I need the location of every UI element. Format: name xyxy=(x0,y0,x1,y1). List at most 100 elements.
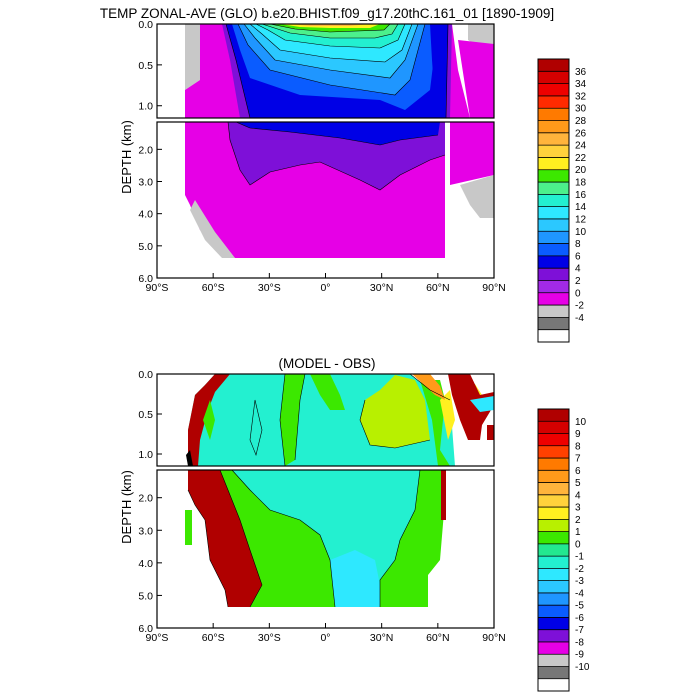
colorbar-swatch xyxy=(538,507,569,520)
colorbar-swatch xyxy=(538,592,569,606)
colorbar-label: 18 xyxy=(575,178,587,189)
colorbar-swatch xyxy=(538,145,569,158)
x-tick-label: 60°S xyxy=(202,632,225,644)
x-tick-label: 90°S xyxy=(146,632,169,644)
colorbar-label: 4 xyxy=(575,264,581,275)
panel-2-ylabel: DEPTH (km) xyxy=(119,470,134,544)
colorbar-label: -3 xyxy=(575,576,584,587)
colorbar-swatch xyxy=(538,255,569,269)
colorbar-label: 26 xyxy=(575,128,587,139)
colorbar-label: 9 xyxy=(575,429,581,440)
colorbar-label: 3 xyxy=(575,503,581,514)
colorbar-label: 0 xyxy=(575,539,581,550)
colorbar-label: 24 xyxy=(575,141,587,152)
colorbar-label: -9 xyxy=(575,650,584,661)
colorbar-label: 5 xyxy=(575,478,581,489)
colorbar-swatch xyxy=(538,433,569,447)
colorbar-label: 2 xyxy=(575,515,581,526)
x-tick-label: 30°S xyxy=(258,282,281,294)
colorbar-swatch xyxy=(538,120,569,134)
x-tick-label: 60°N xyxy=(426,282,449,294)
colorbar-swatch xyxy=(538,678,569,692)
colorbar-label: 12 xyxy=(575,214,587,225)
colorbar-swatch xyxy=(538,108,569,121)
colorbar-frame xyxy=(537,408,570,692)
panel-1-y-ticks: 0.0 0.5 1.0 2.0 3.0 4.0 5.0 6.0 xyxy=(138,19,162,285)
y-tick-label: 4.0 xyxy=(138,558,153,570)
x-tick-label: 90°N xyxy=(482,282,505,294)
colorbar-swatch xyxy=(538,494,569,508)
panel-2-upper-frame xyxy=(156,373,495,467)
colorbar-label: -5 xyxy=(575,601,584,612)
colorbar-label: -6 xyxy=(575,613,584,624)
panel-1-upper-field xyxy=(157,24,494,118)
colorbar-swatch xyxy=(538,617,569,631)
colorbar-label: -7 xyxy=(575,625,584,636)
x-tick-label: 30°N xyxy=(370,282,393,294)
y-tick-label: 0.0 xyxy=(138,19,153,31)
colorbar-label: 2 xyxy=(575,276,581,287)
colorbar-label: -8 xyxy=(575,637,584,648)
y-tick-label: 2.0 xyxy=(138,493,153,505)
colorbar-swatch xyxy=(538,231,569,244)
colorbar-swatch xyxy=(538,605,569,618)
colorbar-swatch xyxy=(538,132,569,146)
colorbar-swatch xyxy=(538,666,569,680)
colorbar-label: 10 xyxy=(575,227,587,238)
colorbar-label: 28 xyxy=(575,116,587,127)
x-tick-label: 90°N xyxy=(482,632,505,644)
colorbar-label: -2 xyxy=(575,564,584,575)
colorbar-swatch xyxy=(538,206,569,220)
colorbar-label: -4 xyxy=(575,588,584,599)
colorbar-label: -2 xyxy=(575,301,584,312)
colorbar-swatch xyxy=(538,243,569,257)
panel-2-upper-field xyxy=(157,374,494,466)
panel-1-x-ticks: 90°S 60°S 30°S 0° 30°N 60°N 90°N xyxy=(146,273,506,294)
colorbar-swatch xyxy=(538,317,569,331)
y-tick-label: 6.0 xyxy=(138,273,153,285)
colorbar-swatch xyxy=(538,519,569,533)
colorbar-label: 8 xyxy=(575,239,581,250)
y-tick-label: 0.0 xyxy=(138,369,153,381)
x-tick-label: 30°S xyxy=(258,632,281,644)
colorbar-swatch xyxy=(538,157,569,171)
panel-2-lower-field xyxy=(157,470,494,628)
colorbar-label: 4 xyxy=(575,490,581,501)
y-tick-label: 1.0 xyxy=(138,101,153,113)
colorbar-label: 8 xyxy=(575,441,581,452)
colorbar-swatch xyxy=(538,543,569,557)
colorbar-swatch xyxy=(538,409,569,422)
colorbar-label: -10 xyxy=(575,662,590,673)
colorbar-swatch xyxy=(538,470,569,483)
colorbar-swatch xyxy=(538,280,569,294)
colorbar-label: -4 xyxy=(575,313,584,324)
colorbar-label: 22 xyxy=(575,153,587,164)
colorbar-swatch xyxy=(538,641,569,655)
colorbar-swatch xyxy=(538,531,569,545)
panel-1-lower-field xyxy=(157,122,494,278)
colorbar-swatch xyxy=(538,71,569,85)
colorbar-label: 32 xyxy=(575,91,587,102)
colorbar-label: 30 xyxy=(575,104,587,115)
colorbar-label: 20 xyxy=(575,165,587,176)
y-tick-label: 5.0 xyxy=(138,241,153,253)
colorbar-swatch xyxy=(538,458,569,471)
panel-difference: (MODEL - OBS) xyxy=(119,356,590,692)
colorbar-swatch xyxy=(538,182,569,195)
colorbar-label: 34 xyxy=(575,79,587,90)
colorbar-label: 6 xyxy=(575,466,581,477)
colorbar-label: 10 xyxy=(575,417,587,428)
panel-2-y-ticks: 0.0 0.5 1.0 2.0 3.0 4.0 5.0 6.0 xyxy=(138,369,162,635)
colorbar-swatch xyxy=(538,83,569,97)
y-tick-label: 6.0 xyxy=(138,623,153,635)
colorbar-label: 6 xyxy=(575,251,581,262)
y-tick-label: 0.5 xyxy=(138,60,153,72)
panel-1-ylabel: DEPTH (km) xyxy=(119,120,134,194)
colorbar-swatch xyxy=(538,556,569,569)
colorbar-frame xyxy=(537,58,570,343)
colorbar-swatch xyxy=(538,95,569,109)
colorbar-swatch xyxy=(538,169,569,183)
